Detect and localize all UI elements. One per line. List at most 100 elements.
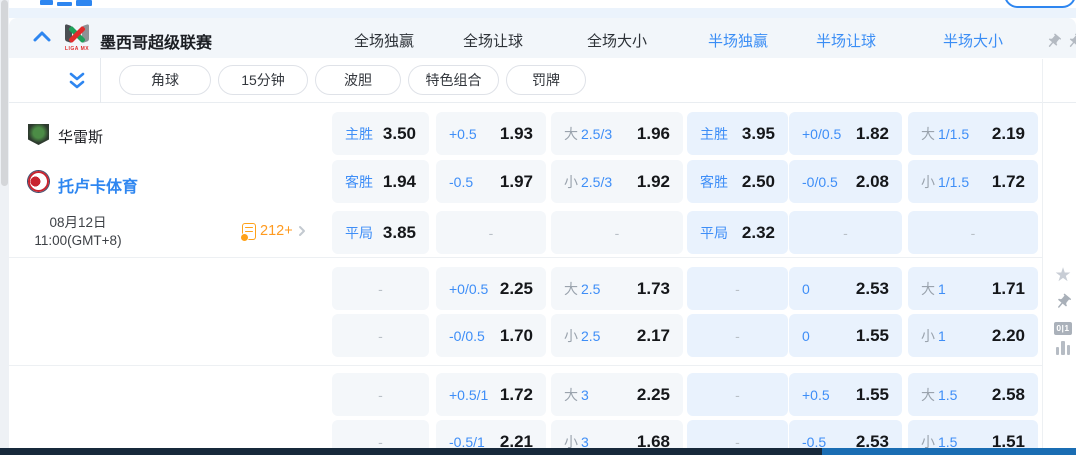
pin-icon[interactable] (1045, 33, 1062, 50)
odds-value: 2.58 (991, 384, 1025, 404)
column-header-full-handicap[interactable]: 全场让球 (462, 33, 524, 50)
odds-cell[interactable]: +0/0.5 1.82 (789, 112, 902, 155)
odds-line-prefix: 大 (564, 386, 578, 403)
odds-cell[interactable]: +0.5 1.55 (789, 373, 902, 416)
odds-cell[interactable]: 0 2.53 (789, 267, 902, 310)
odds-value: 1.70 (499, 325, 533, 345)
subtab-correct-score[interactable]: 波胆 (315, 65, 401, 95)
odds-label: -0/0.5 (449, 327, 485, 344)
odds-cell[interactable]: 主胜 3.95 (687, 112, 788, 155)
odds-cell[interactable]: 平局 3.85 (332, 211, 429, 254)
odds-value: 2.25 (499, 278, 533, 298)
odds-value: 1.93 (499, 123, 533, 143)
column-header-half-overunder[interactable]: 半场大小 (942, 33, 1004, 50)
odds-cell[interactable]: 大 1.5 2.58 (908, 373, 1038, 416)
column-header-half-win[interactable]: 半场独赢 (707, 33, 769, 50)
pin-match-icon[interactable] (1053, 293, 1073, 316)
odds-value: 1.55 (855, 384, 889, 404)
odds-cell[interactable]: 大 2.5 1.73 (551, 267, 683, 310)
odds-value: 2.21 (499, 431, 533, 451)
odds-cell[interactable]: +0.5 1.93 (436, 112, 546, 155)
odds-label: +0.5 (802, 386, 830, 403)
score-01-icon[interactable]: 0|1 (1054, 321, 1072, 335)
odds-label: 3 (581, 386, 589, 403)
odds-cell[interactable]: 大 1/1.5 2.19 (908, 112, 1038, 155)
empty-odds: - (378, 386, 383, 403)
horizontal-scrollbar-track[interactable] (0, 448, 1076, 455)
odds-value: 2.17 (636, 325, 670, 345)
stats-bars-icon[interactable] (1053, 340, 1073, 360)
away-team-name[interactable]: 托卢卡体育 (58, 179, 139, 196)
odds-cell[interactable]: - (687, 267, 788, 310)
subtab-cards[interactable]: 罚牌 (506, 65, 586, 95)
odds-cell[interactable]: - (789, 211, 902, 254)
clipped-text-fragment (57, 2, 72, 6)
odds-cell[interactable]: 大 1 1.71 (908, 267, 1038, 310)
subtab-corners[interactable]: 角球 (119, 65, 211, 95)
odds-label: 3 (581, 433, 589, 450)
empty-odds: - (735, 280, 740, 297)
column-header-half-handicap[interactable]: 半场让球 (815, 33, 877, 50)
match-kickoff: 11:00(GMT+8) (34, 233, 122, 248)
odds-value: 1.72 (499, 384, 533, 404)
odds-cell[interactable]: +0.5/1 1.72 (436, 373, 546, 416)
odds-cell[interactable]: - (332, 373, 429, 416)
vertical-scrollbar-thumb[interactable] (1, 0, 8, 186)
odds-cell[interactable]: - (551, 211, 683, 254)
vertical-scrollbar-track[interactable] (0, 0, 9, 455)
odds-cell[interactable]: 小 1 2.20 (908, 314, 1038, 357)
odds-cell[interactable]: - (687, 373, 788, 416)
expand-more-button[interactable] (67, 71, 89, 91)
odds-cell[interactable]: 客胜 1.94 (332, 160, 429, 203)
favorite-star-icon[interactable]: ★ (1054, 265, 1072, 286)
odds-line-prefix: 小 (564, 327, 578, 344)
odds-line-prefix: 小 (921, 433, 935, 450)
column-header-full-overunder[interactable]: 全场大小 (586, 33, 648, 50)
odds-cell[interactable]: 大 3 2.25 (551, 373, 683, 416)
odds-label: +0.5/1 (449, 386, 489, 403)
pin-icon[interactable] (1066, 33, 1076, 50)
odds-line-prefix: 小 (564, 173, 578, 190)
empty-odds: - (378, 280, 383, 297)
odds-cell[interactable]: 主胜 3.50 (332, 112, 429, 155)
odds-cell[interactable]: 客胜 2.50 (687, 160, 788, 203)
odds-cell[interactable]: 小 2.5/3 1.92 (551, 160, 683, 203)
page-background-band (9, 8, 1076, 18)
chevron-right-icon (298, 226, 305, 236)
divider (9, 257, 1042, 258)
odds-cell[interactable]: 0 1.55 (789, 314, 902, 357)
subtab-15min[interactable]: 15分钟 (218, 65, 308, 95)
odds-cell[interactable]: 大 2.5/3 1.96 (551, 112, 683, 155)
markets-count: 212+ (260, 223, 293, 239)
clipped-tab-pill[interactable] (1004, 0, 1076, 8)
odds-cell[interactable]: +0/0.5 2.25 (436, 267, 546, 310)
horizontal-scrollbar-thumb[interactable] (822, 448, 1076, 455)
odds-label: 主胜 (345, 125, 373, 142)
more-markets-link[interactable]: 212+ (240, 221, 307, 242)
collapse-league-button[interactable] (32, 30, 52, 44)
odds-cell[interactable]: - (908, 211, 1038, 254)
match-date: 08月12日 (49, 215, 107, 230)
home-team-name[interactable]: 华雷斯 (58, 129, 104, 146)
odds-cell[interactable]: -0/0.5 1.70 (436, 314, 546, 357)
odds-label: +0/0.5 (449, 280, 489, 297)
odds-cell[interactable]: - (687, 314, 788, 357)
odds-cell[interactable]: - (332, 314, 429, 357)
subtab-special-combo[interactable]: 特色组合 (408, 65, 499, 95)
odds-cell[interactable]: 小 1/1.5 1.72 (908, 160, 1038, 203)
odds-line-prefix: 小 (921, 173, 935, 190)
odds-cell[interactable]: 小 2.5 2.17 (551, 314, 683, 357)
odds-cell[interactable]: - (332, 267, 429, 310)
odds-value: 1.73 (636, 278, 670, 298)
odds-value: 1.72 (991, 171, 1025, 191)
odds-cell[interactable]: 平局 2.32 (687, 211, 788, 254)
odds-label: 主胜 (700, 125, 728, 142)
odds-cell[interactable]: -0.5 1.97 (436, 160, 546, 203)
column-header-full-win[interactable]: 全场独赢 (353, 33, 415, 50)
odds-label: -0/0.5 (802, 173, 838, 190)
odds-cell[interactable]: - (436, 211, 546, 254)
divider (1042, 59, 1043, 448)
empty-odds: - (488, 224, 494, 241)
odds-cell[interactable]: -0/0.5 2.08 (789, 160, 902, 203)
liga-mx-logo-icon: LIGA MX (63, 22, 91, 52)
